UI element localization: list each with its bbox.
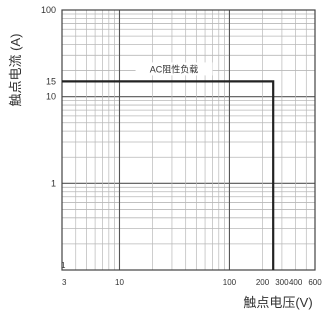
y-axis-label: 触点电流 (A)	[8, 34, 23, 107]
x-tick-label: 400	[289, 278, 303, 287]
x-tick-label: 3	[62, 278, 67, 287]
x-tick-label: 600	[308, 278, 322, 287]
y-tick-label: 1	[61, 261, 66, 270]
y-tick-label: 10	[46, 92, 56, 102]
x-axis-label: 触点电压(V)	[243, 295, 312, 310]
series-label-background	[135, 62, 213, 76]
plot-frame	[61, 9, 316, 271]
y-tick-label: 1	[51, 178, 56, 188]
series-label: AC阻性负载	[150, 63, 199, 74]
x-tick-label: 300	[275, 278, 289, 287]
x-tick-label: 200	[256, 278, 270, 287]
y-tick-label: 100	[41, 5, 56, 15]
y-tick-label: 15	[46, 76, 56, 86]
series-line	[62, 80, 275, 270]
x-tick-label: 10	[115, 278, 124, 287]
x-tick-label: 100	[223, 278, 237, 287]
